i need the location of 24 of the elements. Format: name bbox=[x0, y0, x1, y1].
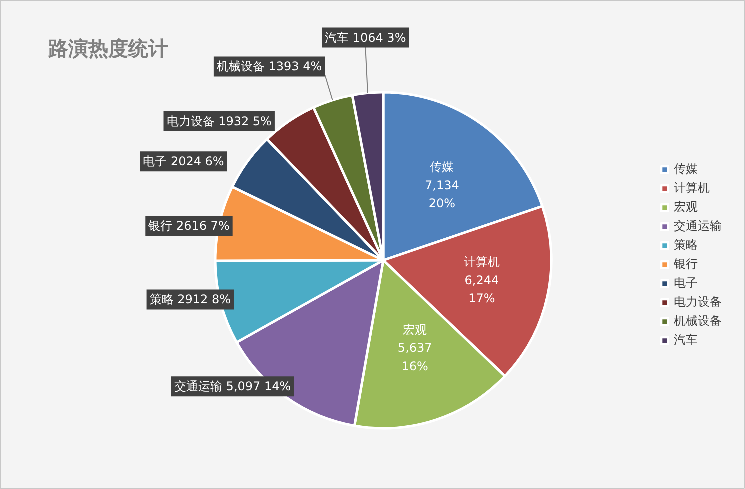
category-label: 银行 2616 7% bbox=[148, 218, 230, 233]
data-label: 5,637 16% bbox=[398, 341, 432, 374]
legend-label: 电子 bbox=[674, 275, 698, 292]
legend-label: 机械设备 bbox=[674, 313, 722, 330]
legend-label: 汽车 bbox=[674, 332, 698, 349]
data-label: 7,134 20% bbox=[425, 178, 460, 211]
legend-label: 银行 bbox=[674, 256, 698, 273]
category-label: 电子 2024 6% bbox=[143, 154, 224, 169]
chart-title: 路演热度统计 bbox=[48, 36, 168, 60]
category-label: 电力设备 1932 5% bbox=[166, 114, 272, 129]
category-label: 策略 2912 8% bbox=[150, 292, 232, 307]
data-label: 6,244 17% bbox=[464, 273, 500, 306]
legend-label: 交通运输 bbox=[674, 218, 722, 235]
category-label: 交通运输 5,097 14% bbox=[174, 380, 292, 394]
legend-label: 策略 bbox=[674, 237, 698, 254]
legend-label: 电力设备 bbox=[674, 294, 722, 311]
legend-label: 宏观 bbox=[674, 199, 698, 216]
slice-label: 宏观 bbox=[403, 323, 428, 338]
category-label: 机械设备 1393 4% bbox=[216, 60, 322, 74]
slice-label: 传媒 bbox=[430, 160, 454, 174]
legend-label: 传媒 bbox=[674, 161, 698, 178]
slice-label: 计算机 bbox=[464, 255, 500, 270]
category-label: 汽车 1064 3% bbox=[325, 30, 406, 45]
legend-label: 计算机 bbox=[674, 180, 710, 197]
